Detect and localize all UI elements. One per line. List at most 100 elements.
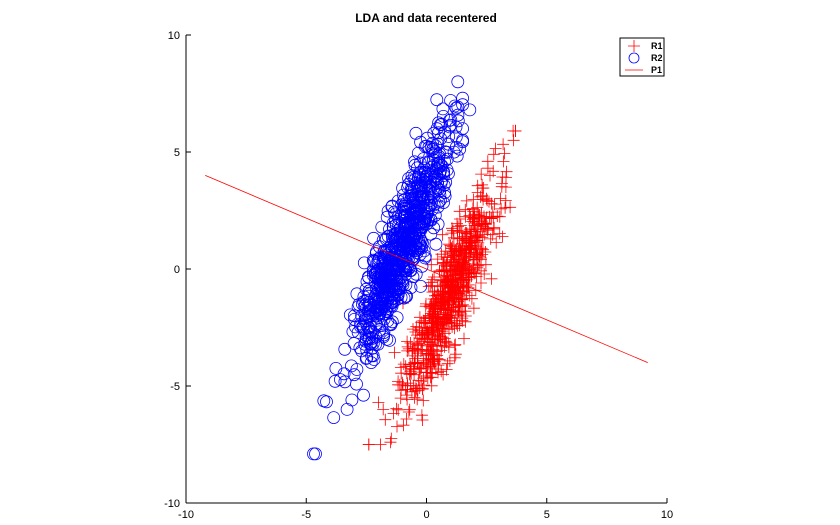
r2-point (366, 268, 380, 282)
r2-point (429, 237, 443, 251)
r2-point (371, 272, 385, 286)
r2-point (309, 447, 322, 461)
r2-point (328, 374, 342, 388)
r1-point (445, 227, 458, 240)
r1-point (407, 379, 420, 392)
r1-point (443, 259, 456, 272)
r2-point (404, 191, 418, 205)
r1-point (442, 286, 454, 299)
r1-point (453, 319, 466, 332)
r2-point (397, 205, 410, 219)
r2-point (402, 227, 416, 241)
r1-point (392, 403, 405, 416)
r2-point (438, 125, 452, 139)
r1-point (460, 194, 473, 207)
r1-point (479, 258, 492, 271)
r2-point (370, 282, 383, 296)
r1-point (425, 346, 438, 359)
r2-point (449, 130, 463, 144)
r2-point (410, 246, 424, 260)
r2-point (338, 342, 352, 356)
r2-point (406, 232, 419, 246)
r1-point (440, 363, 453, 376)
r2-point (379, 267, 393, 281)
r1-point (448, 260, 461, 273)
r1-point (446, 222, 458, 235)
r2-point (344, 359, 358, 373)
r2-point (381, 258, 395, 272)
r2-point (404, 281, 418, 295)
r1-point (467, 263, 480, 276)
r2-point (359, 282, 373, 296)
r1-point (452, 220, 464, 233)
r1-point (425, 371, 438, 384)
r1-point (405, 385, 418, 398)
r1-point (481, 224, 494, 237)
r2-point (424, 227, 438, 241)
r2-point (399, 218, 413, 232)
r2-point (372, 307, 386, 321)
legend-r1-symbol (628, 40, 640, 52)
r1-point (409, 326, 422, 338)
r2-point (359, 328, 373, 342)
p1-line (205, 175, 648, 363)
r2-point (447, 145, 461, 159)
r1-point (474, 243, 487, 256)
r1-point (413, 311, 426, 324)
r2-point (357, 388, 370, 402)
r2-point (409, 198, 423, 212)
r1-point (495, 202, 508, 215)
r1-point (443, 238, 456, 251)
r1-point (392, 375, 405, 388)
r2-point (373, 251, 386, 265)
r2-point (362, 289, 376, 303)
r1-point (438, 303, 450, 316)
x-tick-label: 0 (423, 509, 429, 521)
r1-point (431, 300, 444, 313)
r1-point (401, 377, 414, 390)
r1-point (446, 247, 459, 260)
r2-point (343, 308, 357, 322)
r1-point (446, 280, 459, 293)
r1-point (495, 177, 508, 190)
r1-point (507, 134, 520, 147)
y-tick-label: 0 (174, 264, 180, 276)
r1-point (426, 273, 439, 286)
r2-point (403, 263, 417, 277)
r1-point (430, 318, 443, 331)
r2-point (431, 182, 445, 196)
r2-point (363, 331, 377, 345)
r1-point (379, 413, 392, 426)
r2-point (381, 259, 395, 273)
r1-point (419, 352, 432, 365)
r1-point (427, 299, 440, 312)
r1-point (459, 226, 472, 239)
r1-point (393, 378, 406, 391)
r1-point (443, 292, 456, 305)
r1-point (443, 354, 456, 367)
r1-point (438, 317, 451, 330)
r2-point (436, 102, 450, 116)
r2-point (349, 320, 362, 334)
r1-point (429, 297, 442, 310)
r1-point (471, 186, 484, 199)
r2-point (370, 266, 384, 280)
r2-point (385, 296, 399, 310)
r1-point (444, 311, 457, 324)
r1-point (459, 210, 472, 223)
r1-point (451, 309, 464, 322)
r2-point (381, 314, 395, 328)
r1-point (416, 414, 429, 426)
r1-point (416, 327, 429, 340)
r2-point (408, 155, 421, 169)
r2-point (374, 279, 388, 293)
r1-point (481, 155, 494, 168)
r1-point (415, 375, 428, 388)
r1-point (421, 361, 434, 374)
r1-point (422, 326, 435, 339)
r1-point (435, 263, 448, 276)
r2-point (399, 268, 413, 282)
r2-point (347, 337, 361, 350)
r1-point (461, 260, 474, 273)
r1-point (427, 309, 440, 321)
